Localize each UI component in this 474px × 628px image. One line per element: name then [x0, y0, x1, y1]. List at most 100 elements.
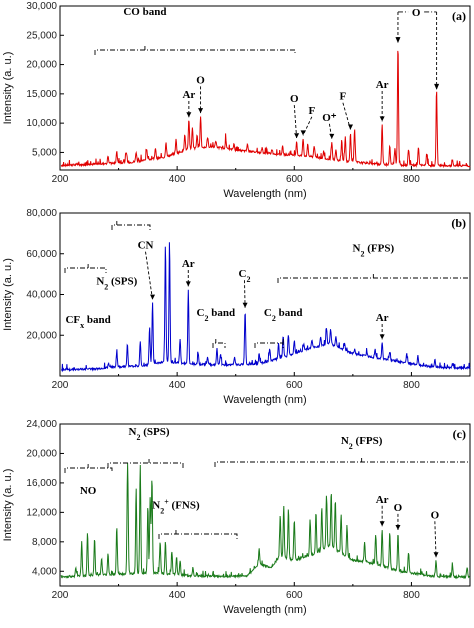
y-tick-label: 20,000 [26, 330, 57, 341]
peak-point [165, 540, 166, 541]
spectrum-line [61, 242, 471, 373]
x-tick-label: 200 [52, 174, 69, 185]
peak-point [176, 556, 177, 557]
y-tick-label: 15,000 [26, 89, 57, 100]
peak-point [354, 349, 355, 350]
peak-point [335, 500, 336, 501]
peak-point [382, 342, 383, 343]
plot-frame [59, 212, 471, 377]
peak-point [382, 529, 383, 530]
peak-point [417, 355, 418, 356]
arrow-head [348, 124, 354, 130]
peak-point [150, 497, 151, 498]
y-tick-label: 60,000 [26, 249, 57, 260]
peak-point [200, 116, 201, 117]
peak-point [408, 148, 409, 149]
peak-point [296, 141, 297, 142]
peak-point [269, 348, 270, 349]
peak-point [175, 139, 176, 140]
annotation-label: Ar [182, 89, 195, 101]
x-tick-label: 400 [169, 174, 186, 185]
peak-point [244, 310, 245, 311]
peak-point [140, 464, 141, 465]
band-bracket [94, 49, 296, 55]
peak-point [288, 507, 289, 508]
peak-point [107, 552, 108, 553]
peak-point [126, 152, 127, 153]
peak-point [278, 343, 279, 344]
peak-point [375, 534, 376, 535]
annotation-label: Ar [376, 494, 389, 506]
peak-point [196, 134, 197, 135]
peak-point [408, 552, 409, 553]
peak-point [294, 519, 295, 520]
arrow-head [434, 83, 440, 90]
annotation-label: O [196, 74, 205, 86]
peak-point [147, 504, 148, 505]
peak-point [350, 132, 351, 133]
peak-point [326, 328, 327, 329]
peak-point [315, 512, 316, 513]
peak-point [192, 567, 193, 568]
peak-point [127, 519, 128, 520]
peak-point [165, 141, 166, 142]
peak-point [294, 340, 295, 341]
plot-frame [59, 423, 471, 587]
peak-point [259, 353, 260, 354]
peak-point [234, 357, 235, 358]
peak-point [155, 147, 156, 148]
x-tick-label: 400 [169, 380, 186, 391]
band-bracket [277, 277, 471, 283]
x-tick-label: 800 [403, 380, 420, 391]
peak-point [344, 343, 345, 344]
peak-point [160, 541, 161, 542]
peak-point [389, 351, 390, 352]
arrow-head [329, 133, 335, 139]
peak-point [303, 344, 304, 345]
panel-label: (b) [451, 216, 466, 230]
annotation-label: O [290, 93, 299, 105]
peak-point [466, 566, 467, 567]
band-bracket [64, 267, 107, 273]
peak-point [94, 537, 95, 538]
peak-point [169, 243, 170, 244]
peak-point [323, 151, 324, 152]
y-tick-label: 20,000 [26, 448, 57, 459]
peak-point [320, 336, 321, 337]
annotation-label: F [340, 91, 347, 103]
peak-point [136, 151, 137, 152]
peak-point [335, 149, 336, 150]
annotation-label: O [431, 509, 440, 521]
x-axis-label: Wavelength (nm) [223, 394, 306, 406]
arrow-head [198, 108, 204, 114]
peak-point [165, 244, 166, 245]
annotation-label: N2+ (FNS) [152, 497, 200, 515]
peak-point [107, 155, 108, 156]
peak-point [288, 335, 289, 336]
peak-point [452, 565, 453, 566]
annotation-label: O⁺ [322, 112, 337, 124]
peak-point [426, 153, 427, 154]
band-bracket [64, 467, 113, 473]
peak-point [225, 138, 226, 139]
peak-point [341, 513, 342, 514]
band-bracket [158, 533, 238, 539]
peak-point [331, 141, 332, 142]
y-tick-label: 10,000 [26, 118, 57, 129]
peak-point [335, 336, 336, 337]
peak-point [364, 541, 365, 542]
peak-point [87, 532, 88, 533]
annotation-label: F [308, 105, 315, 117]
peak-point [207, 356, 208, 357]
panel-a: 200 400 600 800 5,000 10,000 15,000 20,000 25,00… [2, 1, 471, 200]
peak-point [247, 144, 248, 145]
arrow-head [395, 37, 401, 44]
y-tick-label: 16,000 [26, 478, 57, 489]
peak-point [75, 567, 76, 568]
peak-point [283, 336, 284, 337]
y-tick-label: 30,000 [26, 1, 57, 12]
y-axis-label: Intensity (a. u.) [2, 258, 14, 331]
arrow-head [379, 334, 385, 340]
peak-point [184, 133, 185, 134]
